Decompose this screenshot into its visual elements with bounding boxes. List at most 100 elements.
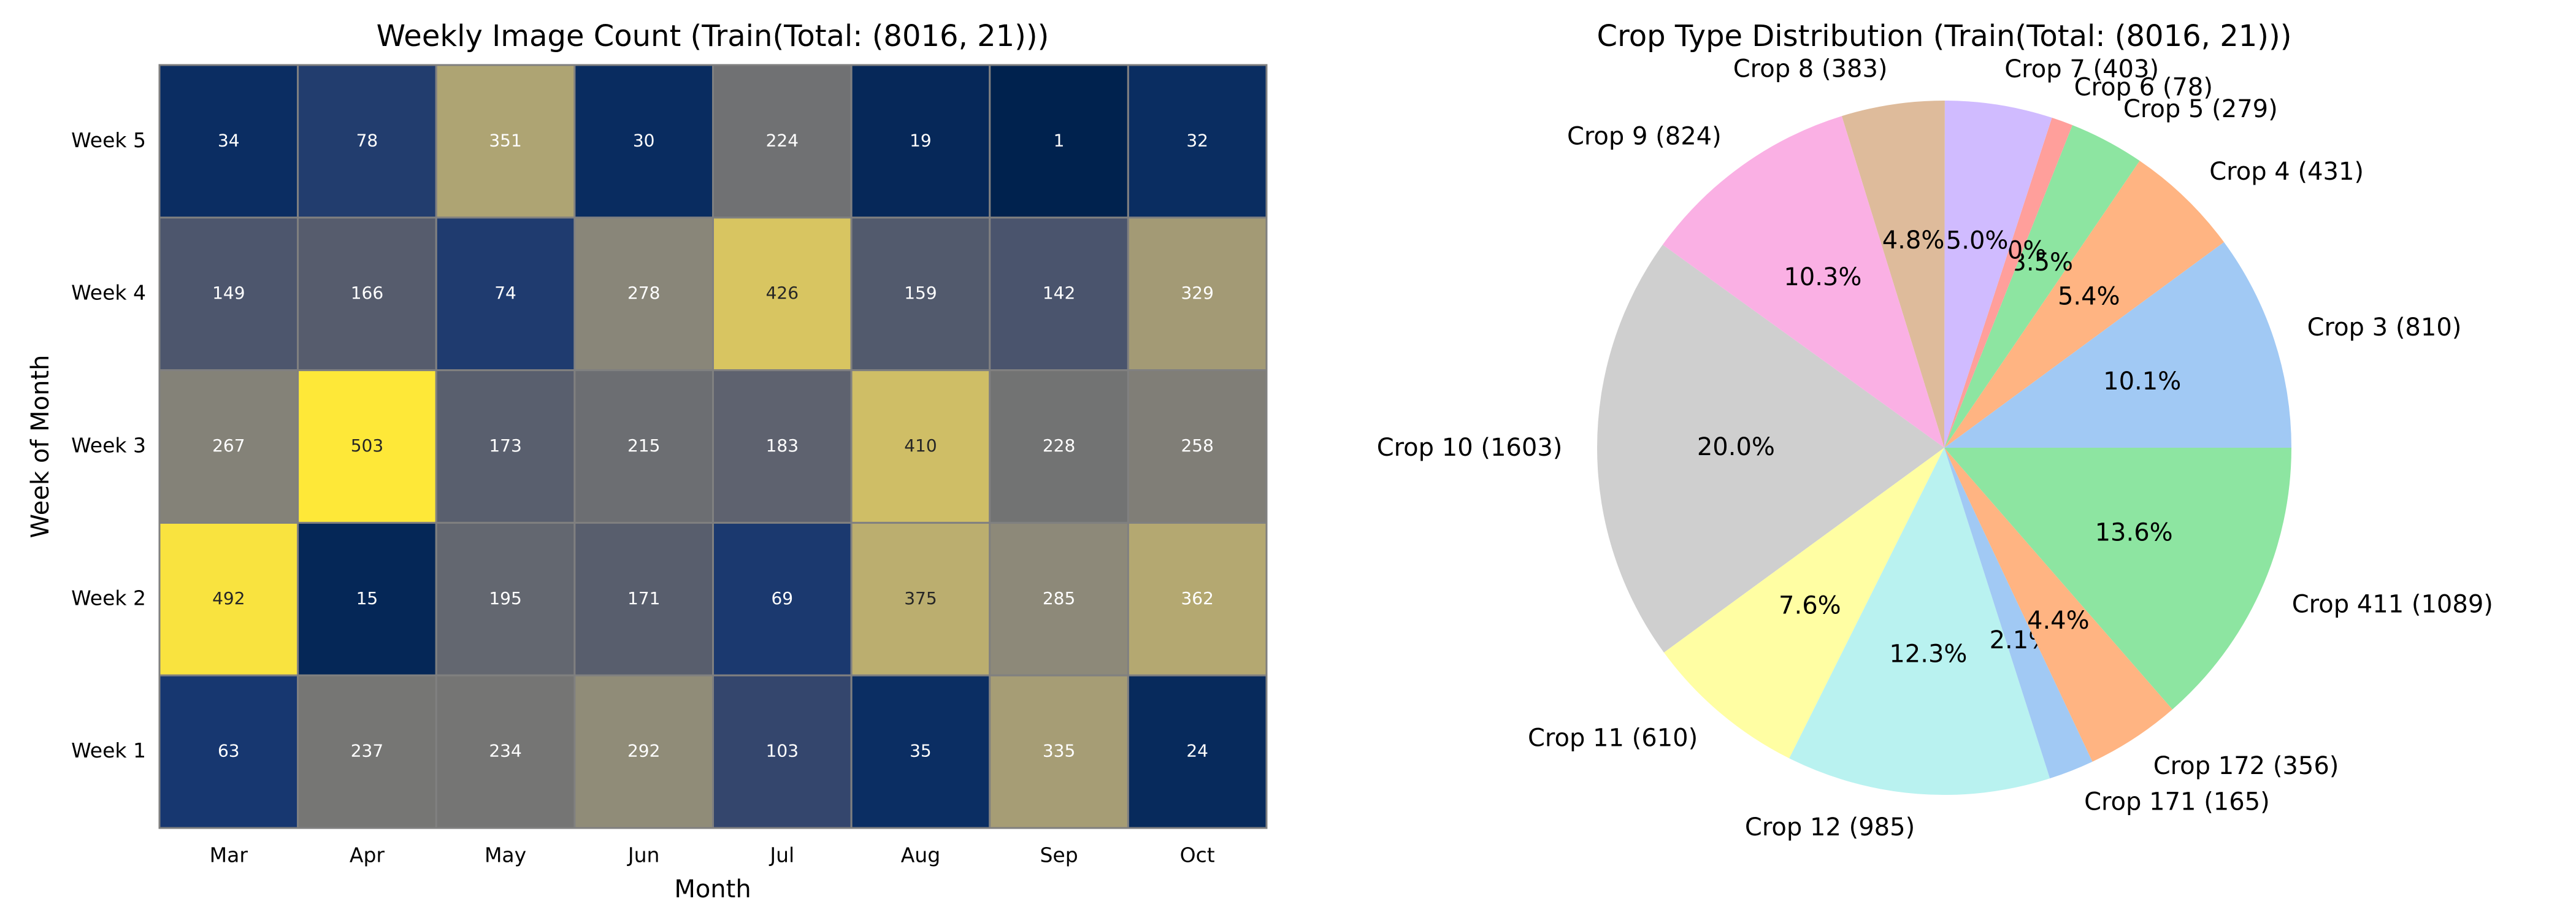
slice-label: Crop 171 (165) [2084, 788, 2270, 816]
heatmap-cell [573, 369, 714, 524]
slice-label: Crop 411 (1089) [2292, 591, 2493, 619]
heatmap-cell [989, 674, 1129, 829]
heatmap-cell [712, 64, 853, 219]
cell-label: 258 [1181, 435, 1213, 456]
cell-label: 15 [356, 588, 378, 608]
heatmap-cell [158, 521, 299, 677]
percent-label: 20.0% [1697, 433, 1775, 461]
heatmap-cell [712, 674, 853, 829]
pie-slice [1944, 125, 2140, 448]
heatmap-cell [158, 64, 299, 219]
x-tick-label: May [485, 843, 526, 867]
slice-label: Crop 7 (403) [2004, 55, 2159, 83]
heatmap-cell [297, 369, 437, 524]
cell-label: 292 [627, 741, 660, 761]
cell-label: 278 [627, 283, 660, 303]
cell-label: 166 [351, 283, 383, 303]
heatmap-cell [297, 64, 437, 219]
slice-label: Crop 172 (356) [2153, 752, 2339, 780]
cell-label: 234 [489, 741, 521, 761]
heatmap-cell [989, 521, 1129, 677]
heatmap-cell [712, 369, 853, 524]
heatmap-cell [435, 521, 576, 677]
heatmap-cell [1127, 369, 1268, 524]
pie-slice [1944, 117, 2072, 448]
slice-label: Crop 3 (810) [2307, 313, 2462, 342]
heatmap-cell [850, 217, 991, 372]
x-tick-label: Apr [350, 843, 385, 867]
cell-label: 30 [633, 130, 655, 150]
heatmap-cell [297, 674, 437, 829]
slice-label: Crop 12 (985) [1745, 813, 1915, 841]
y-axis-label: Week of Month [26, 355, 55, 539]
cell-label: 267 [212, 435, 245, 456]
slice-label: Crop 6 (78) [2074, 73, 2213, 101]
x-tick-label: Sep [1040, 843, 1078, 867]
cell-label: 215 [627, 435, 660, 456]
cell-label: 351 [489, 130, 521, 150]
heatmap-cell [435, 64, 576, 219]
percent-label: 12.3% [1889, 640, 1967, 669]
x-axis-label: Month [674, 875, 751, 903]
percent-label: 5.0% [1946, 227, 2009, 255]
cell-label: 34 [218, 130, 240, 150]
cell-label: 171 [627, 588, 660, 608]
cell-label: 74 [494, 283, 516, 303]
cell-label: 78 [356, 130, 378, 150]
cell-label: 24 [1186, 741, 1208, 761]
heatmap-cell [850, 369, 991, 524]
percent-label: 7.6% [1779, 591, 1841, 619]
y-tick-label: Week 4 [71, 281, 146, 305]
pie-slice [1944, 242, 2292, 448]
heatmap-cell [1127, 217, 1268, 372]
heatmap-cell [712, 521, 853, 677]
heatmap-cell [989, 369, 1129, 524]
heatmap-cell [1127, 64, 1268, 219]
y-tick-label: Week 3 [71, 434, 146, 458]
cell-label: 492 [212, 588, 245, 608]
y-tick-label: Week 1 [71, 738, 146, 762]
cell-label: 228 [1043, 435, 1075, 456]
cell-label: 69 [771, 588, 793, 608]
x-tick-label: Aug [901, 843, 940, 867]
slice-label: Crop 4 (431) [2209, 158, 2364, 186]
cell-label: 142 [1043, 283, 1075, 303]
cell-label: 173 [489, 435, 521, 456]
heatmap-cell [850, 64, 991, 219]
pie-slice [1944, 448, 2172, 762]
pie-slice [1789, 448, 2050, 795]
cell-label: 32 [1186, 130, 1208, 150]
cell-label: 426 [766, 283, 799, 303]
cell-label: 375 [904, 588, 937, 608]
percent-label: 5.4% [2058, 283, 2120, 311]
heatmap-cell [573, 674, 714, 829]
heatmap-cell [573, 217, 714, 372]
pie-title: Crop Type Distribution (Train(Total: (80… [1597, 19, 2292, 53]
percent-label: 4.4% [2027, 607, 2090, 635]
heatmap-cell [297, 217, 437, 372]
cell-label: 224 [766, 130, 799, 150]
cell-label: 285 [1043, 588, 1075, 608]
cell-label: 103 [766, 741, 799, 761]
cell-label: 329 [1181, 283, 1213, 303]
cell-label: 149 [212, 283, 245, 303]
heatmap-cell [573, 521, 714, 677]
x-tick-label: Mar [210, 843, 248, 867]
slice-label: Crop 8 (383) [1733, 55, 1888, 83]
slice-label: Crop 11 (610) [1528, 724, 1698, 753]
x-tick-label: Jun [627, 843, 660, 867]
y-tick-label: Week 5 [71, 128, 146, 152]
heatmap-cell [573, 64, 714, 219]
pie-slice [1944, 448, 2291, 710]
pie-slice [1841, 101, 1945, 448]
x-tick-label: Oct [1180, 843, 1215, 867]
cell-label: 335 [1043, 741, 1075, 761]
cell-label: 237 [351, 741, 383, 761]
y-tick-label: Week 2 [71, 586, 146, 610]
heatmap-cell [435, 674, 576, 829]
cell-label: 35 [910, 741, 932, 761]
heatmap-cell [850, 674, 991, 829]
x-tick-label: Jul [769, 843, 794, 867]
